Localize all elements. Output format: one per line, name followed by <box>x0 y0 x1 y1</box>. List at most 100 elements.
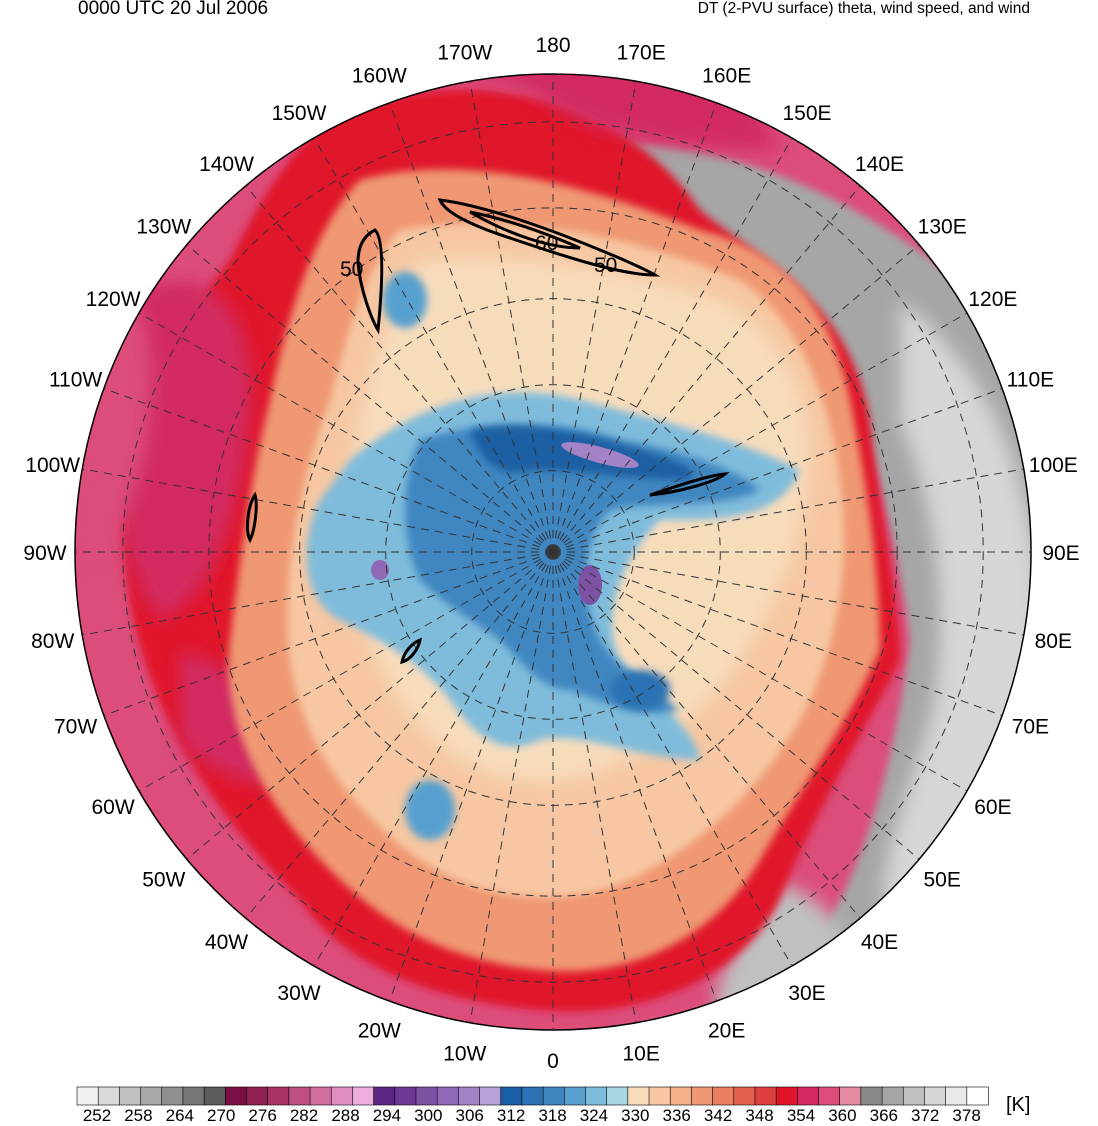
colorbar-swatch <box>479 1086 502 1106</box>
colorbar-swatch <box>754 1086 777 1106</box>
longitude-label: 10E <box>623 1042 660 1065</box>
longitude-label: 60E <box>974 796 1011 819</box>
longitude-label: 90E <box>1042 542 1079 565</box>
meridian-line <box>186 244 554 553</box>
longitude-label: 10W <box>443 1042 486 1065</box>
colorbar-tick-label: 324 <box>580 1106 608 1125</box>
colorbar-swatch <box>352 1086 375 1106</box>
meridian-line <box>552 312 968 553</box>
meridian-line <box>552 185 861 553</box>
colorbar: 252 258 264 270 276 282 288 294 300 306 312 318 324 3… <box>76 1086 989 1125</box>
longitude-label: 50W <box>142 869 185 892</box>
colorbar-tick-label: 294 <box>373 1106 401 1125</box>
colorbar-tick-label: 360 <box>828 1106 856 1125</box>
colorbar-swatch <box>797 1086 820 1106</box>
colorbar-swatch <box>225 1086 248 1106</box>
longitude-label: 30W <box>277 982 320 1005</box>
colorbar-tick-label: 348 <box>745 1106 773 1125</box>
longitude-label: 0 <box>547 1050 559 1073</box>
contour-label-50-east: 50 <box>594 254 617 277</box>
longitude-label: 20W <box>358 1019 401 1042</box>
longitude-label: 80E <box>1035 630 1072 653</box>
meridian-line <box>552 551 1024 636</box>
meridian-line <box>469 81 554 553</box>
colorbar-swatch <box>415 1086 438 1106</box>
longitude-label: 90W <box>23 542 66 565</box>
colorbar-tick-label: 318 <box>538 1106 566 1125</box>
colorbar-swatch <box>97 1086 120 1106</box>
meridian-line <box>82 551 554 636</box>
colorbar-tick-label: 330 <box>621 1106 649 1125</box>
colorbar-swatch <box>140 1086 163 1106</box>
meridian-line <box>138 312 554 553</box>
colorbar-swatch <box>860 1086 883 1106</box>
meridian-line <box>469 551 554 1023</box>
longitude-label: 160E <box>702 65 751 88</box>
colorbar-swatch <box>881 1086 904 1106</box>
meridian-line <box>103 388 554 553</box>
colorbar-swatch <box>669 1086 693 1106</box>
longitude-label: 50E <box>924 869 961 892</box>
colorbar-swatch <box>288 1086 311 1106</box>
longitude-label: 170E <box>617 42 666 65</box>
longitude-label: 180 <box>535 34 570 57</box>
colorbar-swatch <box>563 1086 587 1106</box>
colorbar-tick-label: 252 <box>83 1106 111 1125</box>
colorbar-tick-label: 336 <box>663 1106 691 1125</box>
meridian-line <box>245 551 554 919</box>
colorbar-tick-label: 342 <box>704 1106 732 1125</box>
longitude-label: 160W <box>352 65 407 88</box>
meridian-line <box>313 551 554 967</box>
meridian-line <box>552 551 861 919</box>
longitude-label: 150W <box>272 102 327 125</box>
colorbar-swatch <box>458 1086 481 1106</box>
colorbar-swatch <box>585 1086 608 1106</box>
colorbar-tick-label: 282 <box>290 1106 318 1125</box>
colorbar-swatch <box>500 1086 523 1106</box>
longitude-label: 140E <box>855 153 904 176</box>
colorbar-tick-label: 366 <box>870 1106 898 1125</box>
longitude-label: 30E <box>788 982 825 1005</box>
colorbar-swatch <box>182 1086 205 1106</box>
colorbar-swatch <box>606 1086 629 1106</box>
colorbar-swatch <box>119 1086 142 1106</box>
colorbar-swatch <box>775 1086 798 1106</box>
contour-label-50-west: 50 <box>340 258 363 281</box>
colorbar-tick-label: 258 <box>124 1106 152 1125</box>
meridian-line <box>389 551 554 1002</box>
longitude-label: 80W <box>31 630 74 653</box>
colorbar-swatch <box>330 1086 354 1106</box>
longitude-label: 70W <box>54 716 97 739</box>
meridian-line <box>313 137 554 553</box>
meridian-line <box>552 244 920 553</box>
longitude-label: 40E <box>861 931 898 954</box>
colorbar-swatch <box>373 1086 396 1106</box>
meridian-line <box>552 551 968 792</box>
longitude-label: 110W <box>49 368 102 391</box>
colorbar-swatch <box>839 1086 862 1106</box>
colorbar-tick-label: 270 <box>207 1106 235 1125</box>
longitude-labels: 180 170E 160E 150E 140E 130E 120E 110E 100E 90E 80… <box>23 34 1079 1073</box>
meridian-line <box>103 551 554 716</box>
meridian-line <box>552 81 637 553</box>
meridian-line <box>389 102 554 553</box>
longitude-label: 120W <box>86 288 141 311</box>
wind-speed-contours <box>246 198 730 665</box>
meridian-line <box>552 102 717 553</box>
longitude-label: 110E <box>1007 368 1055 391</box>
meridian-line <box>82 468 554 553</box>
meridian-line <box>552 551 793 967</box>
meridian-line <box>552 551 920 860</box>
colorbar-swatch <box>521 1086 544 1106</box>
longitude-label: 150E <box>782 102 831 125</box>
parallel-circle <box>385 384 721 720</box>
parallel-circle <box>122 121 984 983</box>
colorbar-swatch <box>945 1086 968 1106</box>
longitude-label: 120E <box>968 288 1017 311</box>
colorbar-swatch <box>691 1086 714 1106</box>
colorbar-swatch <box>924 1086 947 1106</box>
longitude-label: 130W <box>136 216 191 239</box>
colorbar-swatch <box>246 1086 269 1106</box>
